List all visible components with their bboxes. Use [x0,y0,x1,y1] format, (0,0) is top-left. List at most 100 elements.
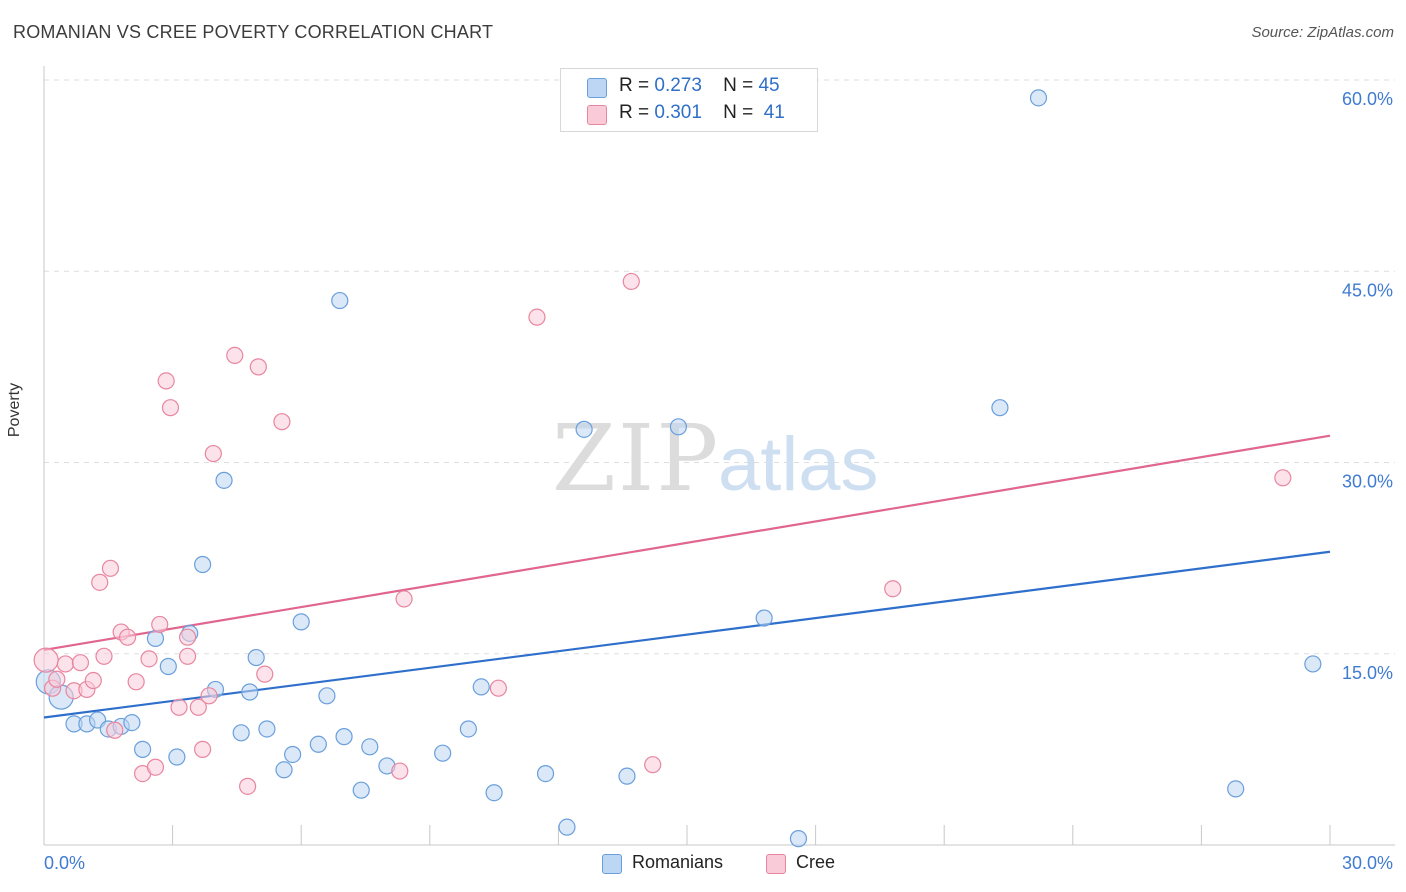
y-tick-label: 45.0% [1342,280,1393,300]
point-romanians [258,720,276,738]
point-cree [146,758,165,776]
trend-line-cree [43,434,1331,652]
grid-lines [44,79,1395,655]
y-tick-label: 30.0% [1342,472,1393,492]
point-cree [91,573,109,591]
point-romanians [1304,655,1322,673]
axes [43,66,1395,846]
point-cree [239,777,257,795]
point-cree [200,687,218,705]
legend-swatch-romanians [602,854,622,874]
point-cree [170,698,188,716]
x-tick-label: 0.0% [44,853,85,873]
y-tick-label: 60.0% [1342,89,1393,109]
point-cree [140,650,158,668]
legend-n-label: N = [723,75,754,96]
point-romanians [123,713,141,732]
legend-r-value: 0.273 [654,75,702,96]
legend-r-label: R = [619,75,650,96]
point-cree [622,272,640,291]
legend-label-cree: Cree [796,852,836,872]
point-romanians [434,744,452,762]
point-romanians [247,648,265,667]
point-romanians [241,683,259,701]
point-cree [273,413,291,431]
legend-n-value: 45 [758,75,780,96]
trend-lines [43,434,1331,719]
point-romanians [755,609,773,627]
point-cree [1274,469,1292,487]
point-cree [56,655,75,673]
point-romanians [275,761,293,779]
point-romanians [292,613,310,631]
point-romanians [335,728,353,746]
point-cree [161,399,180,417]
point-romanians [194,555,212,574]
point-cree [33,647,59,673]
point-romanians [485,784,503,802]
point-cree [101,559,120,577]
point-romanians [558,818,576,836]
point-cree [489,679,507,697]
point-cree [48,670,66,688]
legend-swatch-cree [766,854,786,874]
legend-swatch-cree [587,105,607,125]
point-romanians [309,735,327,753]
legend-swatch-romanians [587,78,607,98]
watermark: ZIP atlas [552,405,879,512]
legend-n-value: 41 [763,102,785,123]
point-romanians [215,471,233,489]
point-romanians [159,657,177,676]
point-cree [884,580,902,598]
watermark-zip: ZIP [552,405,720,512]
point-romanians [536,764,555,783]
trend-line-romanians [43,550,1331,719]
point-cree [194,740,212,758]
point-romanians [618,767,636,785]
y-tick-label: 15.0% [1342,663,1393,683]
point-romanians [459,720,477,738]
point-cree [151,615,169,634]
point-romanians [331,291,349,310]
data-points [33,89,1322,848]
x-tick-label: 30.0% [1342,853,1393,873]
source-label: Source: ZipAtlas.com [1251,24,1394,41]
watermark-atlas: atlas [718,422,879,507]
point-romanians [168,748,186,766]
point-romanians [472,678,490,696]
point-romanians [1227,780,1245,798]
point-cree [226,346,244,364]
stats-legend: R = 0.273 N = 45 R = 0.301 N = 41 [560,68,818,132]
point-cree [391,762,409,780]
point-cree [395,590,413,608]
point-cree [179,628,197,646]
legend-r-label: R = [619,102,650,123]
point-romanians [789,830,808,848]
point-cree [256,665,274,683]
point-cree [644,756,662,774]
point-cree [118,628,137,646]
point-cree [249,358,267,376]
point-cree [204,444,222,463]
point-cree [157,372,175,390]
point-romanians [669,418,688,436]
point-romanians [991,399,1009,417]
point-romanians [284,745,302,764]
point-cree [528,308,546,326]
point-romanians [232,724,250,742]
point-cree [95,647,113,665]
point-romanians [352,781,370,799]
point-romanians [318,687,336,705]
legend-n-label: N = [723,102,754,123]
point-cree [106,721,124,739]
legend-r-value: 0.301 [654,102,702,123]
point-romanians [133,740,152,758]
point-cree [179,647,197,665]
legend-label-romanians: Romanians [632,852,724,872]
point-romanians [361,738,379,756]
tick-labels: 15.0% 30.0% 45.0% 60.0% 0.0% 30.0% [44,89,1393,873]
point-romanians [575,420,593,438]
point-cree [127,673,145,691]
point-cree [189,698,207,716]
point-romanians [1029,89,1048,107]
